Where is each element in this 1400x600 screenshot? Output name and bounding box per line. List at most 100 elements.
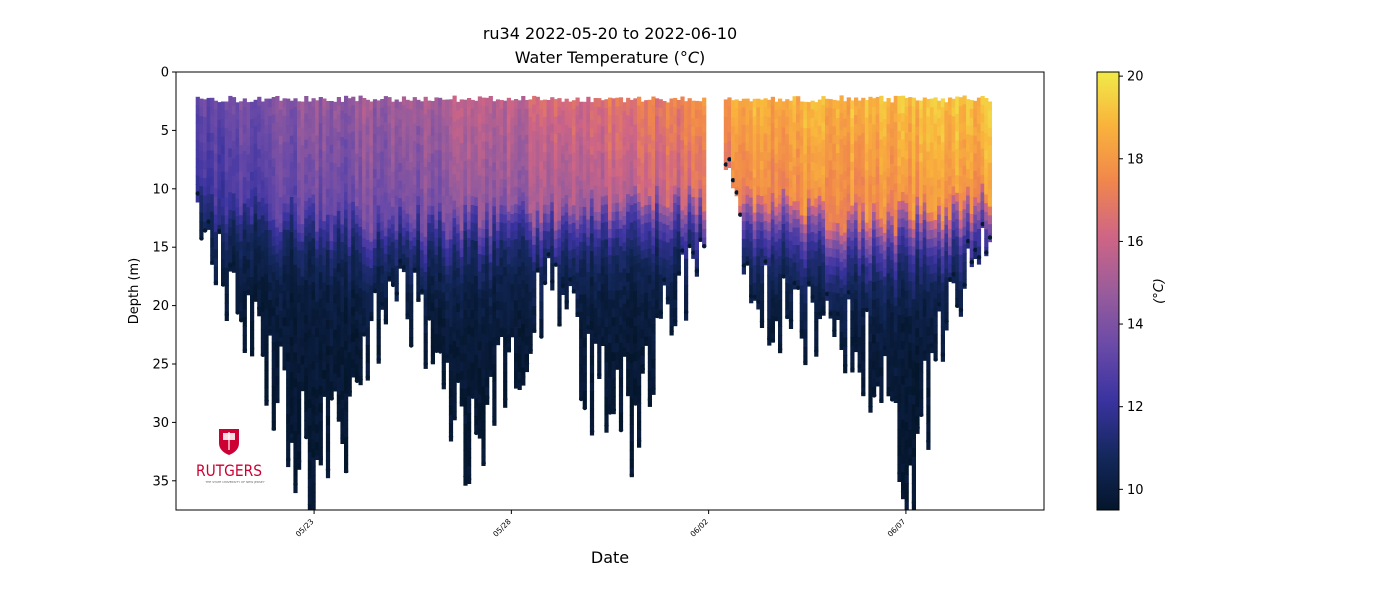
data-cell xyxy=(289,249,294,259)
data-point xyxy=(683,310,689,315)
data-cell xyxy=(311,212,316,222)
data-cell xyxy=(286,414,291,424)
data-cell xyxy=(651,114,656,124)
data-cell xyxy=(463,441,468,451)
data-cell xyxy=(282,264,287,275)
data-cell xyxy=(575,158,580,169)
data-cell xyxy=(235,111,240,121)
data-cell xyxy=(463,266,468,276)
data-cell xyxy=(275,376,280,386)
data-cell xyxy=(231,246,237,256)
data-cell xyxy=(459,292,464,302)
data-cell xyxy=(318,175,323,186)
data-cell xyxy=(278,232,284,242)
data-cell xyxy=(655,308,660,318)
data-cell xyxy=(676,222,681,232)
data-cell xyxy=(297,381,302,391)
data-cell xyxy=(488,209,493,220)
data-cell xyxy=(618,395,624,405)
data-cell xyxy=(467,106,472,116)
data-cell xyxy=(503,179,508,189)
profile xyxy=(264,98,269,406)
data-cell xyxy=(286,449,291,459)
data-cell xyxy=(492,171,497,181)
data-cell xyxy=(481,386,486,396)
data-cell xyxy=(517,231,522,241)
data-cell xyxy=(488,113,493,123)
data-cell xyxy=(499,275,504,285)
data-cell xyxy=(778,265,783,275)
data-cell xyxy=(257,193,262,203)
data-cell xyxy=(467,281,472,292)
data-cell xyxy=(778,308,783,319)
data-cell xyxy=(231,228,237,238)
data-cell xyxy=(307,346,312,357)
data-cell xyxy=(810,179,815,189)
data-cell xyxy=(637,403,642,413)
data-cell xyxy=(792,105,797,115)
data-cell xyxy=(322,361,327,371)
data-cell xyxy=(608,316,613,326)
data-cell xyxy=(315,363,320,373)
data-cell xyxy=(434,185,439,195)
data-cell xyxy=(304,288,309,298)
data-cell xyxy=(575,228,580,239)
data-cell xyxy=(467,308,472,318)
data-cell xyxy=(210,194,215,204)
data-cell xyxy=(271,140,276,151)
data-cell xyxy=(278,293,284,303)
data-cell xyxy=(405,275,410,285)
data-cell xyxy=(434,167,439,177)
profile xyxy=(347,98,352,397)
data-cell xyxy=(271,193,276,203)
data-cell xyxy=(286,291,291,301)
data-cell xyxy=(774,259,779,269)
data-cell xyxy=(611,387,616,397)
data-cell xyxy=(510,179,515,189)
data-cell xyxy=(694,136,699,146)
data-cell xyxy=(448,186,454,197)
data-cell xyxy=(376,240,381,250)
data-cell xyxy=(304,131,309,141)
data-point xyxy=(271,426,276,431)
data-cell xyxy=(242,151,247,161)
data-cell xyxy=(702,193,707,204)
data-cell xyxy=(441,222,446,232)
data-cell xyxy=(376,179,381,189)
data-cell xyxy=(521,157,526,167)
data-cell xyxy=(242,221,247,231)
data-cell xyxy=(474,372,479,382)
profile xyxy=(372,99,378,294)
data-cell xyxy=(289,363,294,373)
data-cell xyxy=(600,222,605,233)
data-cell xyxy=(495,134,501,144)
data-cell xyxy=(260,232,265,243)
data-cell xyxy=(532,253,537,263)
data-cell xyxy=(749,285,754,295)
data-cell xyxy=(300,294,305,304)
data-cell xyxy=(550,141,555,151)
data-cell xyxy=(810,118,815,128)
data-cell xyxy=(510,231,515,241)
data-point xyxy=(586,325,591,330)
data-cell xyxy=(662,188,667,198)
data-cell xyxy=(300,136,305,146)
data-cell xyxy=(637,131,642,142)
data-cell xyxy=(781,145,786,155)
data-cell xyxy=(644,170,649,180)
data-cell xyxy=(224,259,229,269)
data-cell xyxy=(416,275,421,285)
data-cell xyxy=(286,300,291,310)
data-cell xyxy=(550,106,555,116)
data-point xyxy=(474,430,479,436)
data-cell xyxy=(412,105,417,116)
data-cell xyxy=(329,136,334,146)
data-cell xyxy=(416,205,421,215)
profile xyxy=(231,97,237,273)
data-cell xyxy=(568,127,573,138)
data-cell xyxy=(340,233,345,243)
data-cell xyxy=(524,327,529,338)
data-cell xyxy=(315,100,320,110)
data-cell xyxy=(394,283,399,293)
data-cell xyxy=(383,210,388,220)
